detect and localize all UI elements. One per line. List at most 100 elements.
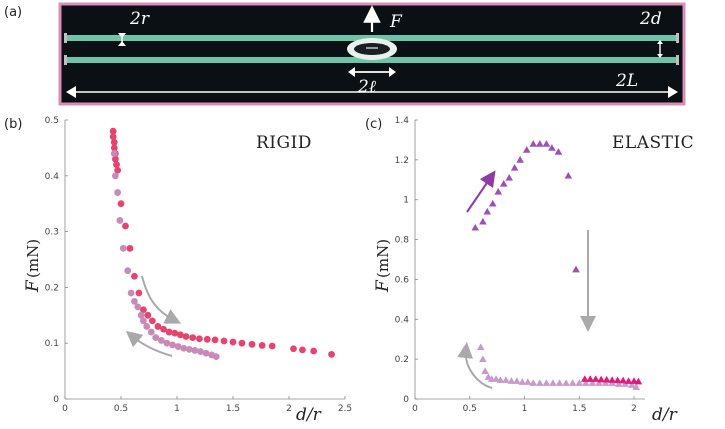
elastic-decreasing-point (588, 379, 597, 386)
rigid-increasing-point (189, 334, 197, 342)
upper-rod (64, 35, 679, 41)
rigid-increasing-point (126, 244, 134, 252)
lower-rod-clamp-right (676, 55, 679, 65)
panel-a-label: (a) (4, 5, 22, 20)
chart-c-ylabel-unit: (mN) (374, 239, 392, 278)
elastic-repeat-point (624, 377, 633, 384)
chart-b-ytick-label: 0.1 (45, 339, 59, 349)
chart-b-points (109, 127, 335, 360)
chart-b-xtick-label: 2.5 (338, 404, 352, 414)
rigid-increasing-point (165, 328, 173, 336)
rigid-increasing-point (110, 144, 118, 152)
rigid-increasing-point (112, 155, 119, 163)
rigid-increasing-point (131, 272, 138, 280)
rigid-decreasing-point (197, 348, 204, 355)
rigid-increasing-point (122, 222, 129, 230)
upper-rod-clamp-right (676, 33, 679, 43)
elastic-decreasing-point (513, 377, 521, 384)
force-label: F (389, 12, 403, 32)
lower-rod (64, 57, 679, 63)
chart-c-increase-arrow (466, 170, 496, 213)
rigid-increasing-point (171, 329, 179, 337)
elastic-increasing-point (471, 223, 480, 231)
rigid-decreasing-point (202, 349, 210, 357)
chart-b-decrease-arrow (125, 330, 173, 357)
elastic-decreasing-point (542, 379, 551, 386)
rigid-increasing-point (148, 317, 156, 325)
elastic-decreasing-point (502, 376, 510, 383)
elastic-increasing-point (522, 146, 531, 153)
elastic-decreasing-point (529, 379, 538, 386)
elastic-repeat-point (602, 375, 611, 383)
rigid-decreasing-point (140, 317, 147, 325)
elastic-decreasing-point (601, 379, 610, 386)
chart-b-ylabel-unit: (mN) (24, 239, 42, 278)
rigid-decreasing-point (169, 341, 176, 349)
elastic-increasing-point (488, 199, 497, 207)
two-ell-label: 2ℓ (357, 77, 376, 97)
elastic-decreasing-point (628, 381, 636, 388)
chart-b-xtick-label: 1 (174, 404, 180, 414)
chart-b-ytick-label: 0 (53, 395, 59, 405)
panel-c: (c) 0 0.5 1 1.5 2 0 0.2 0.4 0.6 0.8 1 1.2 1.4 ELASTI… (365, 116, 694, 425)
two-d-label: 2d (639, 9, 662, 29)
elastic-decreasing-point (614, 380, 623, 387)
upper-rod-clamp-left (64, 33, 67, 43)
chart-b-ticks: 0 0.5 1 1.5 2 2.5 0 0.1 0.2 0.3 0.4 0.5 (45, 116, 352, 414)
rigid-decreasing-point (163, 339, 171, 347)
elastic-repeat-point (591, 375, 600, 382)
rigid-decreasing-point (137, 311, 145, 319)
rigid-increasing-point (176, 331, 184, 339)
rigid-increasing-point (211, 336, 219, 344)
chart-c-ytick-label: 1 (403, 196, 409, 206)
chart-c-xtick-label: 0 (412, 404, 418, 414)
rigid-increasing-point (290, 345, 297, 353)
elastic-increasing-point (483, 207, 492, 215)
chart-b-xtick-label: 0.5 (114, 404, 128, 414)
chart-c-ytick-label: 0.8 (395, 236, 410, 246)
rigid-decreasing-point (185, 345, 193, 353)
chart-b-increase-arrow (141, 275, 182, 324)
elastic-increasing-point (494, 187, 503, 195)
rigid-decreasing-point (124, 267, 132, 275)
elastic-decreasing-point (575, 379, 584, 386)
chart-b-ytick-label: 0.4 (45, 172, 60, 182)
two-L-label: 2L (615, 71, 638, 91)
elastic-decreasing-point (507, 377, 516, 384)
elastic-decreasing-point (479, 355, 487, 362)
rigid-increasing-point (238, 339, 246, 347)
rigid-decreasing-point (147, 328, 155, 336)
rigid-increasing-point (144, 311, 152, 319)
panel-a: (a) 2r F 2d 2ℓ 2L (4, 2, 686, 106)
two-r-label: 2r (129, 9, 150, 29)
two-d-arrowheads (657, 40, 663, 58)
chart-c-points (471, 140, 643, 390)
elastic-decreasing-point (496, 376, 505, 383)
rigid-decreasing-point (191, 347, 199, 354)
rigid-increasing-point (299, 346, 306, 354)
rigid-decreasing-point (110, 150, 118, 157)
chart-b-xtick-label: 0 (62, 404, 68, 414)
rigid-increasing-point (117, 200, 125, 208)
elastic-decreasing-point (582, 379, 590, 386)
elastic-increasing-point (505, 173, 513, 181)
chart-b-xlabel: d/r (296, 405, 322, 425)
chart-b-ylabel-symbol: F (23, 279, 43, 293)
rigid-decreasing-point (119, 244, 127, 252)
elastic-decreasing-point (632, 383, 641, 390)
rigid-increasing-point (203, 335, 211, 343)
rigid-decreasing-point (114, 189, 122, 196)
liquid-bridge-core (354, 43, 390, 55)
elastic-increasing-point (548, 144, 556, 151)
rigid-increasing-point (140, 306, 147, 314)
rigid-decreasing-point (180, 344, 188, 352)
chart-c-xtick-label: 0.5 (463, 404, 477, 414)
elastic-repeat-point (597, 375, 605, 383)
chart-c-ticks: 0 0.5 1 1.5 2 0 0.2 0.4 0.6 0.8 1 1.2 1.4 (395, 116, 637, 414)
chart-c-ytick-label: 0 (403, 395, 409, 405)
chart-b-annotation: RIGID (256, 133, 312, 153)
elastic-decreasing-point (536, 379, 544, 386)
rigid-decreasing-point (112, 172, 119, 180)
rigid-decreasing-point (157, 337, 165, 344)
